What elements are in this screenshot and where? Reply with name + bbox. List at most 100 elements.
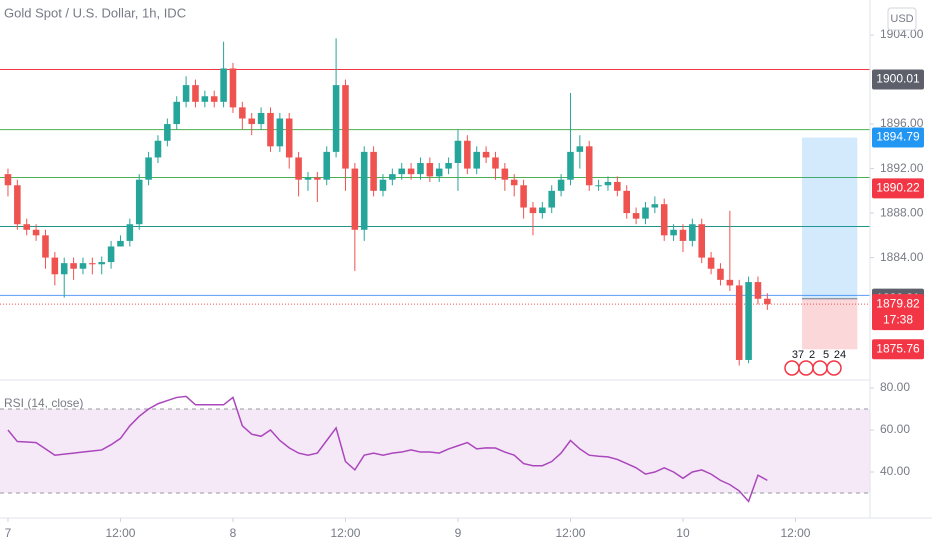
candle-body bbox=[126, 224, 134, 241]
event-count: 5 bbox=[823, 349, 829, 361]
x-tick-label: 12:00 bbox=[780, 526, 810, 540]
candle-body bbox=[173, 101, 180, 125]
candle-body bbox=[4, 174, 12, 186]
candle-body bbox=[445, 163, 452, 169]
candle-body bbox=[370, 151, 377, 191]
candle-body bbox=[220, 68, 227, 102]
candle-body bbox=[248, 118, 255, 125]
event-count: 2 bbox=[809, 349, 815, 361]
candle-body bbox=[660, 204, 668, 236]
candle-body bbox=[557, 179, 565, 191]
candle-body bbox=[567, 151, 574, 180]
candle-body bbox=[295, 157, 302, 180]
x-tick-label: 12:00 bbox=[330, 526, 360, 540]
rsi-line bbox=[7, 395, 768, 503]
candle-body bbox=[623, 190, 630, 214]
candle-body bbox=[435, 168, 443, 177]
candle-body bbox=[201, 96, 209, 102]
y-tick-label: 1896.00 bbox=[880, 116, 924, 130]
price-label-box bbox=[872, 294, 924, 331]
countdown: 17:38 bbox=[883, 312, 913, 326]
candle-body bbox=[117, 240, 124, 247]
candle-body bbox=[360, 151, 368, 230]
candle-body bbox=[454, 140, 462, 164]
candle-body bbox=[332, 85, 340, 152]
candle-body bbox=[679, 229, 687, 241]
candle-body bbox=[585, 146, 593, 186]
candle-body bbox=[210, 96, 218, 102]
price-label-box bbox=[872, 127, 924, 148]
candle-body bbox=[314, 177, 321, 180]
candle-body bbox=[51, 257, 59, 275]
candle-body bbox=[548, 190, 555, 208]
candle-body bbox=[60, 263, 68, 275]
candle-body bbox=[32, 229, 40, 236]
rsi-pane bbox=[0, 395, 870, 503]
price-label-box bbox=[872, 69, 924, 90]
candle-body bbox=[726, 279, 734, 286]
candle-body bbox=[107, 246, 115, 263]
candle-body bbox=[192, 85, 199, 102]
candle-body bbox=[351, 168, 359, 230]
candle-body bbox=[229, 68, 237, 108]
candle-body bbox=[70, 263, 77, 269]
candle-body bbox=[670, 229, 677, 236]
candle-body bbox=[79, 263, 87, 269]
candle-body bbox=[632, 213, 640, 219]
y-tick-label: 40.00 bbox=[880, 464, 910, 478]
candle-body bbox=[145, 157, 152, 180]
candle-body bbox=[482, 151, 490, 158]
candle-body bbox=[651, 204, 659, 208]
candle-body bbox=[182, 85, 190, 102]
event-icon bbox=[812, 360, 828, 376]
candle-body bbox=[304, 177, 312, 180]
candle-body bbox=[164, 124, 171, 141]
candle-body bbox=[323, 151, 330, 180]
candle-body bbox=[754, 282, 762, 299]
candle-body bbox=[501, 168, 509, 180]
rsi-title: RSI (14, close) bbox=[4, 396, 83, 410]
candle-body bbox=[98, 262, 105, 265]
candle-body bbox=[398, 168, 405, 175]
event-icon bbox=[826, 360, 842, 376]
candle-body bbox=[473, 151, 480, 169]
candle-body bbox=[464, 140, 471, 169]
candle-body bbox=[707, 257, 715, 269]
currency-label[interactable]: USD bbox=[890, 13, 913, 25]
y-tick-label: 1888.00 bbox=[880, 205, 924, 219]
candle-body bbox=[520, 185, 527, 208]
x-tick-label: 12:00 bbox=[555, 526, 585, 540]
chart-title: Gold Spot / U.S. Dollar, 1h, IDC bbox=[4, 5, 186, 20]
candle-body bbox=[595, 185, 602, 187]
candle-body bbox=[539, 207, 546, 214]
price-label: 1879.82 bbox=[876, 296, 920, 310]
y-tick-label: 80.00 bbox=[880, 380, 910, 394]
candle-body bbox=[510, 179, 518, 186]
candle-body bbox=[154, 140, 162, 158]
candle-body bbox=[89, 263, 96, 265]
x-tick-label: 12:00 bbox=[105, 526, 135, 540]
candle-body bbox=[492, 157, 499, 169]
candle-body bbox=[735, 285, 743, 360]
event-count: 24 bbox=[834, 349, 846, 361]
currency-button[interactable] bbox=[887, 7, 917, 31]
candle-body bbox=[342, 85, 349, 169]
candle-body bbox=[717, 268, 724, 280]
candle-body bbox=[642, 207, 649, 219]
x-tick-label: 8 bbox=[230, 526, 237, 540]
event-count: 37 bbox=[792, 349, 804, 361]
candle-body bbox=[285, 118, 293, 158]
event-icon bbox=[784, 360, 800, 376]
candle-body bbox=[135, 179, 143, 225]
candle-body bbox=[267, 112, 274, 147]
candle-body bbox=[529, 207, 537, 214]
x-tick-label: 7 bbox=[5, 526, 12, 540]
candle-body bbox=[14, 185, 21, 225]
candle-body bbox=[389, 174, 396, 180]
candle-body bbox=[426, 163, 434, 177]
price-label: 1875.76 bbox=[876, 341, 920, 355]
x-tick-label: 9 bbox=[455, 526, 462, 540]
candle-body bbox=[42, 235, 49, 258]
